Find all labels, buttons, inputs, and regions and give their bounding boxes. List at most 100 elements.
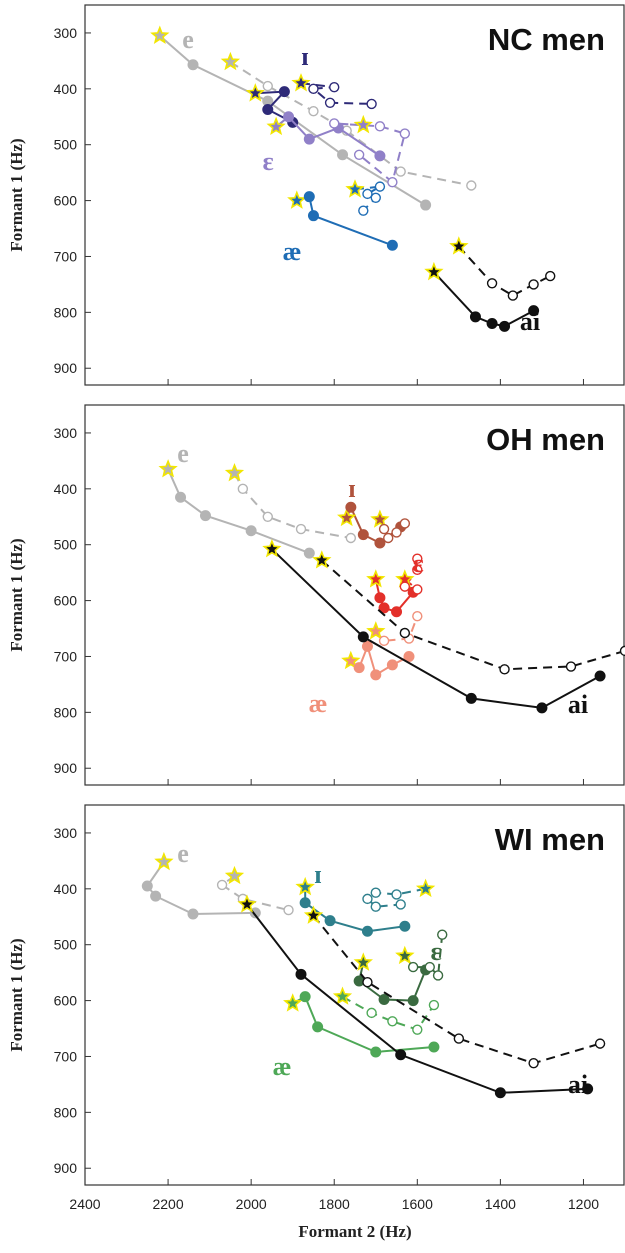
data-point-hollow	[507, 290, 519, 301]
trajectory-dashed-line	[233, 472, 351, 539]
onset-star-marker	[424, 261, 444, 281]
onset-star-marker	[237, 894, 257, 913]
data-point-filled	[187, 908, 199, 920]
data-point-filled	[361, 640, 373, 652]
data-point-filled	[283, 111, 295, 123]
data-point-filled	[357, 529, 369, 541]
data-point-filled	[594, 670, 606, 682]
data-point-filled	[403, 650, 415, 662]
data-point-hollow	[362, 893, 373, 905]
onset-star-marker	[245, 83, 265, 102]
data-point-hollow	[329, 81, 340, 93]
data-point-hollow	[486, 278, 498, 289]
y-tick-label: 500	[54, 937, 78, 953]
panel-wi-men: 300 400 500 600 700 800 900 Formant 1 (Hz) e ɪ ɛ æ a…	[7, 804, 625, 1186]
vowel-label: ɛ	[262, 147, 273, 176]
data-point-filled	[141, 880, 153, 892]
data-point-hollow	[283, 904, 294, 916]
y-tick-label: 800	[54, 704, 78, 720]
data-point-filled	[303, 191, 315, 203]
data-point-hollow	[366, 1007, 377, 1019]
data-point-hollow	[353, 149, 365, 160]
data-point-hollow	[324, 97, 336, 108]
onset-star-marker	[366, 621, 386, 640]
data-point-hollow	[308, 83, 319, 95]
data-point-filled	[399, 920, 411, 932]
onset-star-marker	[395, 945, 415, 965]
trajectory-dashed-line	[342, 995, 435, 1031]
y-tick-label: 400	[54, 81, 78, 97]
data-point-filled	[312, 1021, 324, 1033]
onset-star-marker	[224, 463, 245, 482]
data-point-hollow	[424, 961, 435, 973]
data-point-hollow	[412, 584, 423, 595]
y-tick-label: 400	[54, 881, 78, 897]
data-point-hollow	[370, 192, 381, 203]
onset-star-marker	[283, 993, 303, 1012]
data-point-hollow	[237, 483, 249, 495]
plot-frame	[84, 4, 625, 386]
data-point-hollow	[453, 1033, 465, 1044]
data-point-hollow	[378, 523, 390, 535]
trajectory-solid-line	[167, 468, 310, 555]
onset-star-marker	[291, 73, 311, 92]
vowel-label: ɛ	[412, 549, 423, 578]
vowel-group-æ: æ	[283, 179, 398, 266]
data-point-filled	[420, 199, 432, 211]
vowel-label: ai	[568, 1070, 588, 1099]
onset-star-marker	[449, 236, 469, 255]
onset-star-marker	[345, 179, 365, 198]
onset-star-marker	[303, 905, 324, 924]
trajectory-dashed-line	[300, 82, 372, 105]
data-point-filled	[428, 1041, 440, 1053]
data-point-filled	[536, 702, 548, 714]
data-point-hollow	[391, 889, 402, 900]
data-point-hollow	[428, 999, 440, 1011]
data-point-hollow	[370, 901, 381, 912]
y-tick-label: 300	[54, 425, 78, 441]
y-tick-label: 900	[54, 1160, 78, 1176]
data-point-filled	[494, 1087, 506, 1099]
onset-star-marker	[366, 569, 386, 588]
data-point-hollow	[594, 1038, 606, 1049]
data-point-hollow	[399, 627, 411, 639]
data-point-hollow	[387, 1016, 398, 1027]
y-tick-label: 900	[54, 360, 78, 376]
vowel-group-e: e	[141, 839, 294, 920]
data-point-filled	[374, 592, 386, 604]
vowel-label: ɪ	[314, 860, 321, 889]
data-point-filled	[245, 525, 257, 537]
data-point-hollow	[545, 270, 556, 282]
data-point-filled	[374, 150, 386, 162]
data-point-filled	[249, 907, 261, 919]
vowel-label: ai	[520, 307, 540, 336]
y-tick-label: 600	[54, 593, 78, 609]
data-point-filled	[386, 659, 398, 671]
vowel-label: æ	[273, 1052, 292, 1081]
data-point-hollow	[216, 879, 228, 891]
vowel-label: e	[177, 439, 189, 468]
x-tick-label: 2000	[236, 1196, 267, 1212]
y-tick-label: 700	[54, 248, 78, 264]
data-point-hollow	[308, 105, 319, 117]
onset-star-marker	[353, 114, 373, 134]
vowel-group-ɛ: ɛ	[262, 111, 411, 188]
data-point-filled	[187, 59, 199, 71]
y-tick-label: 600	[54, 193, 78, 209]
data-point-hollow	[528, 1057, 539, 1069]
data-point-filled	[299, 991, 311, 1003]
y-tick-label: 700	[54, 648, 78, 664]
data-point-hollow	[395, 899, 406, 910]
data-point-filled	[486, 318, 498, 330]
data-point-filled	[370, 1046, 382, 1058]
data-point-hollow	[366, 98, 377, 110]
trajectory-solid-line	[296, 195, 393, 247]
trajectory-solid-line	[433, 271, 535, 328]
data-point-hollow	[374, 181, 386, 192]
y-axis-title: Formant 1 (Hz)	[7, 138, 26, 251]
data-point-filled	[295, 968, 307, 980]
data-point-filled	[262, 104, 274, 115]
x-axis-title: Formant 2 (Hz)	[298, 1222, 411, 1241]
onset-star-marker	[332, 986, 353, 1005]
